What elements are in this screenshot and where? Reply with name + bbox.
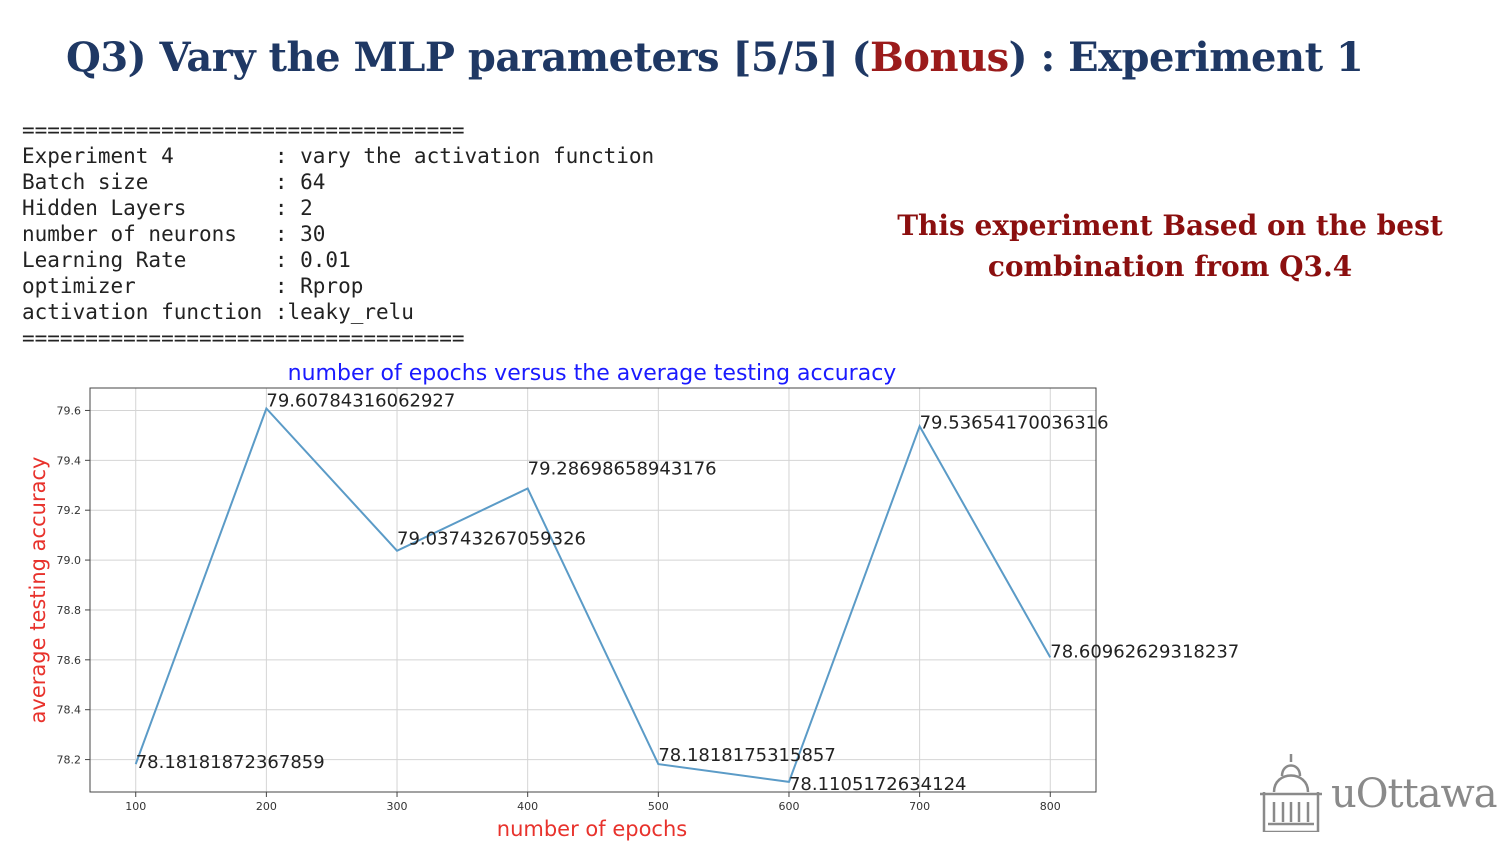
data-label: 78.1818175315857 <box>658 745 836 766</box>
x-tick-label: 400 <box>517 800 538 813</box>
x-axis-label: number of epochs <box>497 817 687 841</box>
title-bonus: Bonus <box>869 34 1009 81</box>
y-tick-label: 79.0 <box>57 554 82 567</box>
x-tick-label: 500 <box>648 800 669 813</box>
console-line-learning-rate: Learning Rate : 0.01 <box>22 248 351 272</box>
console-line-hidden-layers: Hidden Layers : 2 <box>22 196 313 220</box>
data-label: 79.53654170036316 <box>920 412 1109 433</box>
note-line-2: combination from Q3.4 <box>987 250 1353 283</box>
console-line-optimizer: optimizer : Rprop <box>22 274 364 298</box>
slide-title: Q3) Vary the MLP parameters [5/5] (Bonus… <box>66 34 1364 81</box>
grid-lines <box>90 388 1096 792</box>
x-tick-label: 700 <box>909 800 930 813</box>
y-axis-label: average testing accuracy <box>26 457 50 724</box>
y-tick-label: 78.4 <box>57 704 82 717</box>
data-label: 78.60962629318237 <box>1050 641 1239 662</box>
data-labels: 78.18181872367859 79.60784316062927 79.037… <box>136 390 1240 794</box>
data-label: 79.03743267059326 <box>397 529 586 550</box>
x-tick-label: 200 <box>256 800 277 813</box>
y-tick-label: 79.2 <box>57 504 82 517</box>
x-tick-label: 300 <box>387 800 408 813</box>
plot-frame <box>89 387 1097 793</box>
console-line-experiment: Experiment 4 : vary the activation funct… <box>22 144 655 168</box>
y-tick-label: 79.6 <box>57 404 82 417</box>
accuracy-line-chart: 100 200 300 400 500 600 700 800 78.2 78.4 78.6 78.8… <box>26 361 1240 841</box>
data-label: 78.18181872367859 <box>136 752 325 773</box>
axis-ticks: 100 200 300 400 500 600 700 800 78.2 78.4 78.6 78.8… <box>57 404 1061 813</box>
y-tick-label: 78.8 <box>57 604 82 617</box>
experiment-note: This experiment Based on the best combina… <box>872 205 1468 287</box>
y-tick-label: 79.4 <box>57 454 82 467</box>
console-line-neurons: number of neurons : 30 <box>22 222 326 246</box>
x-tick-label: 800 <box>1040 800 1061 813</box>
uottawa-logo <box>1260 754 1322 832</box>
series-line <box>134 406 1052 783</box>
console-output: =================================== Exper… <box>22 117 654 351</box>
y-tick-label: 78.2 <box>57 754 82 767</box>
console-line-batch-size: Batch size : 64 <box>22 170 326 194</box>
title-prefix: Q3) Vary the MLP parameters [5/5] ( <box>66 34 870 81</box>
data-label: 79.60784316062927 <box>266 390 455 411</box>
data-label: 79.28698658943176 <box>528 459 717 480</box>
data-label: 78.1105172634124 <box>789 774 967 795</box>
console-separator-bottom: =================================== <box>22 326 465 350</box>
x-tick-label: 100 <box>125 800 146 813</box>
console-line-activation: activation function :leaky_relu <box>22 300 414 324</box>
console-separator-top: =================================== <box>22 118 465 142</box>
note-line-1: This experiment Based on the best <box>897 209 1443 242</box>
title-suffix: ) : Experiment 1 <box>1008 34 1364 81</box>
x-tick-label: 600 <box>778 800 799 813</box>
uottawa-logo-text: uOttawa <box>1331 771 1498 817</box>
building-icon <box>1260 754 1322 832</box>
chart-title: number of epochs versus the average test… <box>288 361 897 386</box>
y-tick-label: 78.6 <box>57 654 82 667</box>
